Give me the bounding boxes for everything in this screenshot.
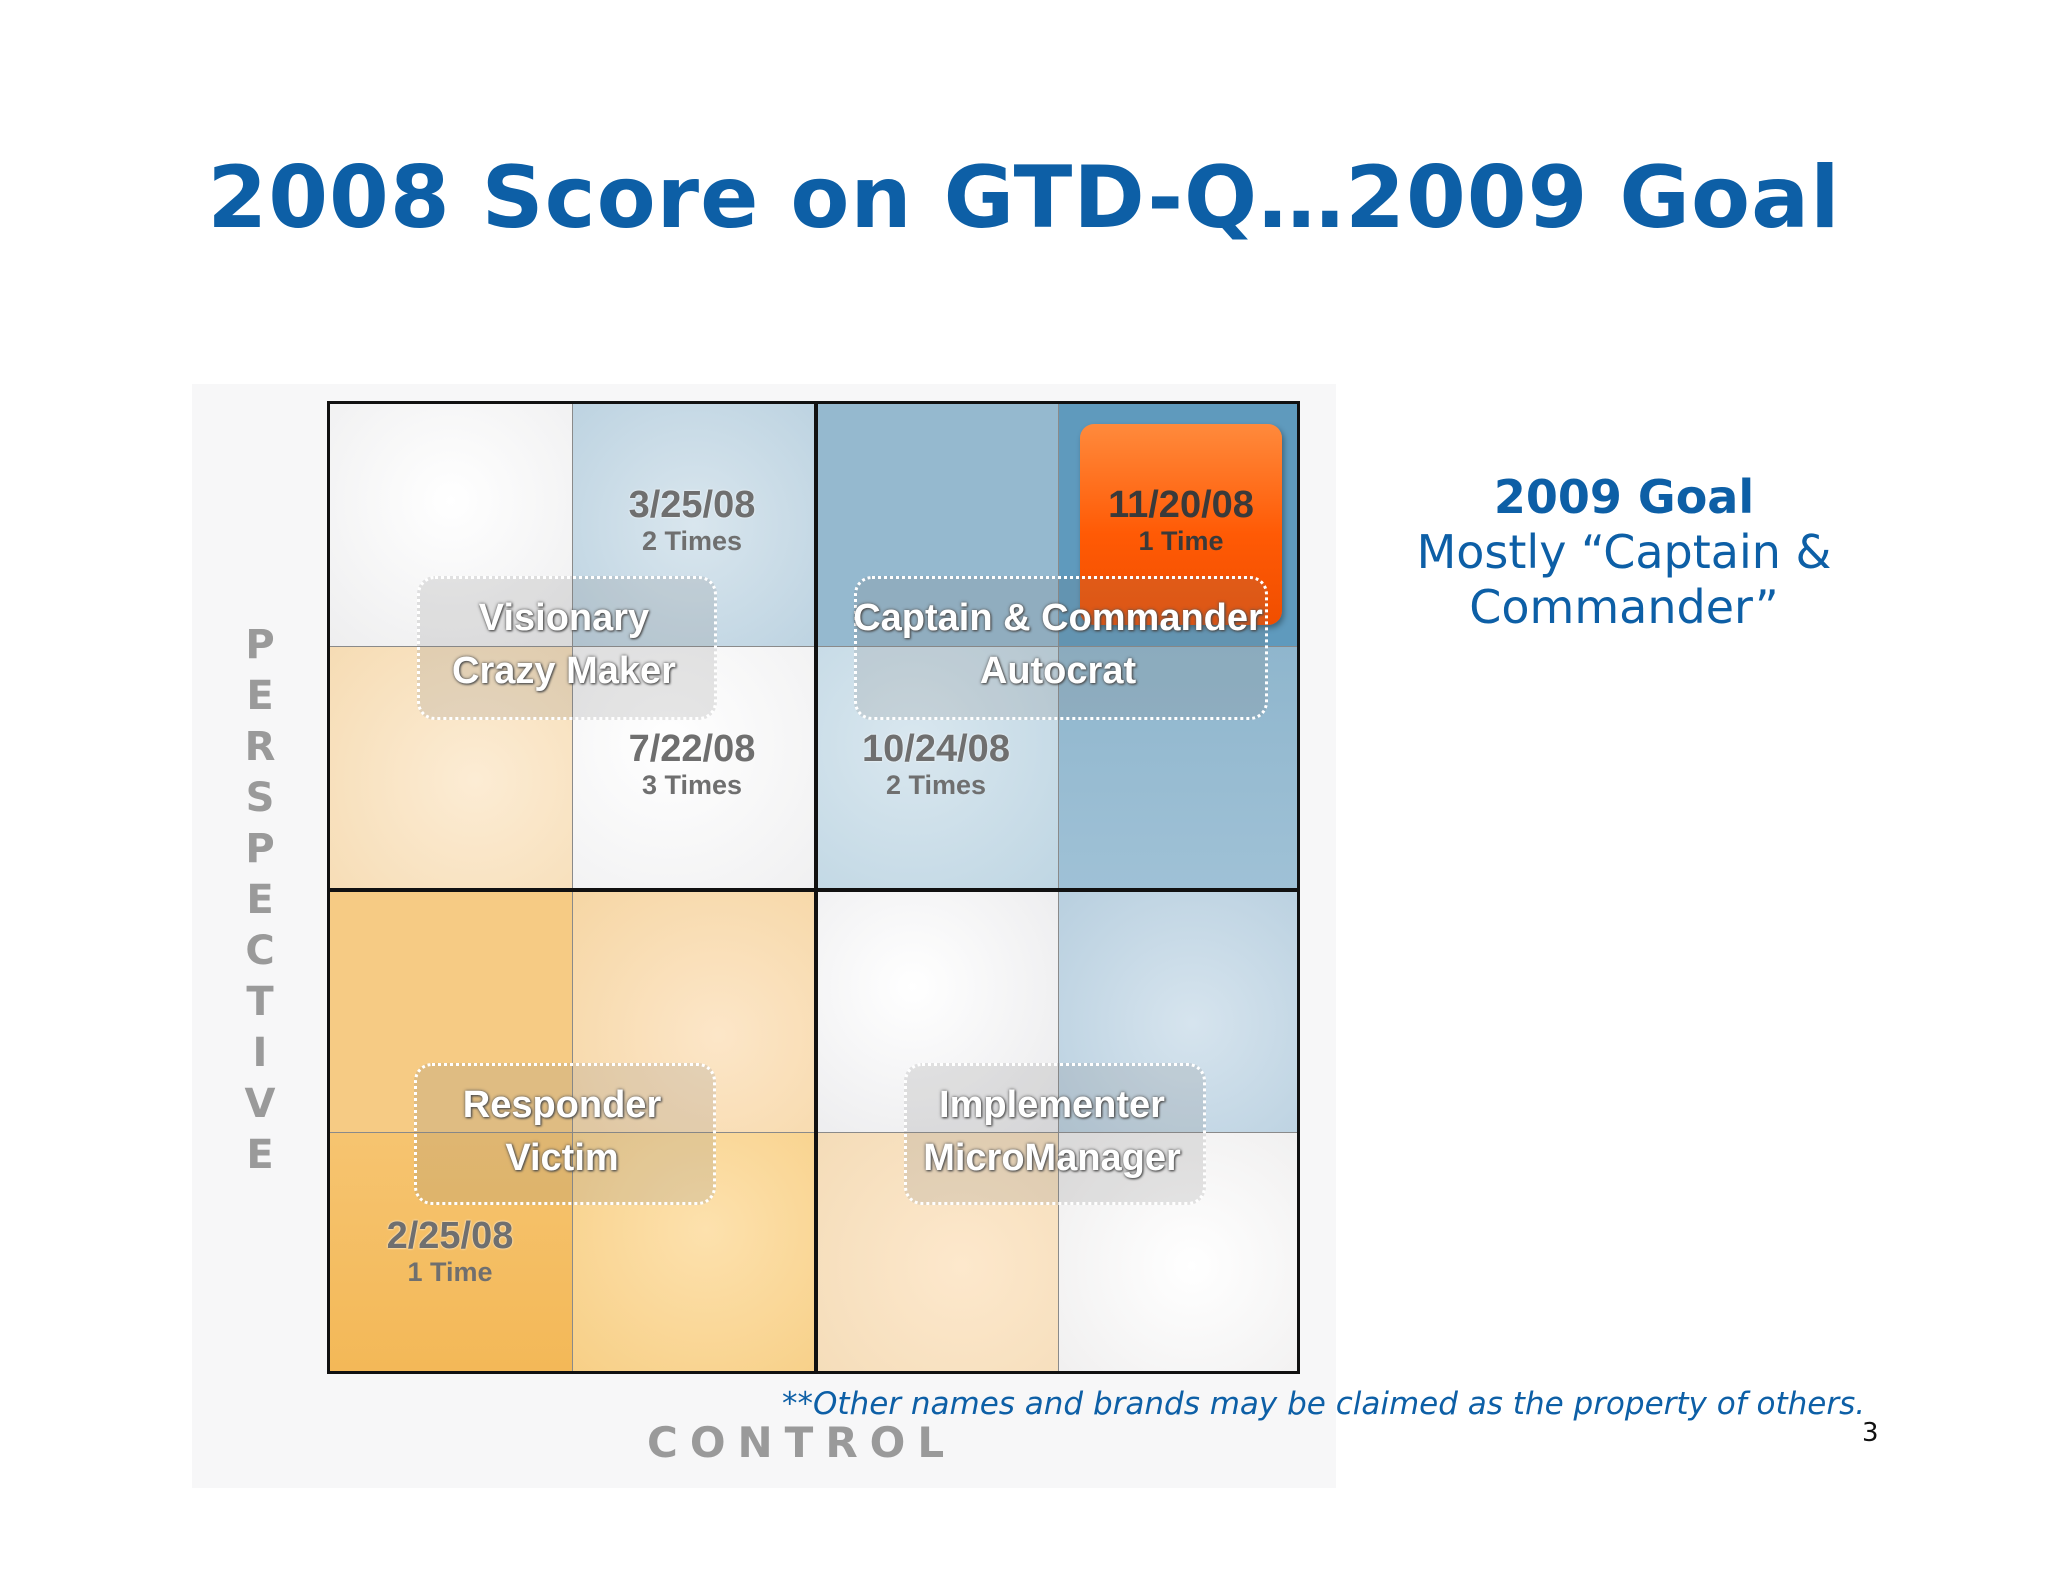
y-axis-letter: E [246, 673, 274, 719]
score-times: 3 Times [641, 770, 743, 800]
goal-title: 2009 Goal [1493, 470, 1755, 524]
y-axis-letter: E [246, 1132, 274, 1178]
score-entry: 10/24/08 2 Times [836, 728, 1036, 800]
grid-cell [1059, 1133, 1297, 1371]
label-box-visionary [417, 576, 717, 720]
y-axis-letter: T [246, 979, 274, 1025]
quadrant-label-line: Responder [462, 1084, 662, 1126]
grid-cell [816, 890, 1059, 1133]
grid-cell [573, 890, 816, 1133]
quadrant-label-captain: Captain & Commander Autocrat [834, 592, 1282, 698]
current-score-highlight [1080, 424, 1282, 625]
y-axis-letter: S [245, 775, 275, 821]
slide-title: 2008 Score on GTD-Q…2009 Goal [207, 148, 1841, 248]
score-entry: 3/25/08 2 Times [592, 484, 792, 556]
quadrant-label-responder: Responder Victim [414, 1079, 710, 1185]
label-box-implementer [904, 1063, 1206, 1205]
goal-line: Mostly “Captain & [1416, 525, 1832, 579]
page-number: 3 [1862, 1418, 1879, 1448]
quadrant-label-line: Crazy Maker [452, 650, 676, 692]
label-box-responder [414, 1063, 716, 1205]
grid-cell [330, 404, 573, 647]
y-axis-letter: I [252, 1030, 268, 1076]
quadrant-label-line: Implementer [939, 1084, 1165, 1126]
y-axis-letter: P [245, 622, 275, 668]
quadrant-label-line: Visionary [478, 597, 650, 639]
horizontal-divider [330, 888, 1297, 892]
score-times: 2 Times [641, 526, 743, 556]
grid-cell [1059, 890, 1297, 1133]
y-axis-letter: P [245, 826, 275, 872]
score-entry: 11/20/08 1 Time [1081, 484, 1281, 556]
score-entry: 7/22/08 3 Times [592, 728, 792, 800]
score-date: 10/24/08 [862, 728, 1010, 770]
y-axis-letter: C [245, 928, 275, 974]
y-axis-letter: R [244, 724, 276, 770]
score-date: 11/20/08 [1108, 484, 1254, 526]
quadrant-label-visionary: Visionary Crazy Maker [417, 592, 711, 698]
score-times: 1 Time [407, 1257, 493, 1287]
score-entry: 2/25/08 1 Time [350, 1215, 550, 1287]
grid-cell [330, 890, 573, 1133]
y-axis-letter: V [244, 1081, 276, 1127]
label-box-captain [854, 576, 1268, 720]
y-axis-letter: E [246, 877, 274, 923]
quadrant-label-line: Captain & Commander [853, 597, 1263, 639]
footnote: **Other names and brands may be claimed … [782, 1386, 1866, 1422]
grid-cell [330, 647, 573, 890]
score-date: 7/22/08 [628, 728, 756, 770]
score-times: 2 Times [885, 770, 987, 800]
quadrant-label-line: MicroManager [923, 1137, 1181, 1179]
grid-cell [816, 1133, 1059, 1371]
goal-line: Commander” [1469, 580, 1779, 634]
quadrant-label-line: Autocrat [979, 650, 1137, 692]
score-times: 1 Time [1138, 526, 1224, 556]
goal-callout: 2009 Goal Mostly “Captain & Commander” [1370, 470, 1878, 635]
quadrant-label-line: Victim [505, 1137, 619, 1179]
vertical-divider [814, 404, 818, 1371]
score-date: 2/25/08 [386, 1215, 514, 1257]
x-axis-label: CONTROL [647, 1418, 957, 1467]
grid-cell [1059, 647, 1297, 890]
score-date: 3/25/08 [628, 484, 756, 526]
grid-cell [573, 647, 816, 890]
quadrant-label-implementer: Implementer MicroManager [884, 1079, 1220, 1185]
grid-cell [573, 1133, 816, 1371]
grid-cell [330, 1133, 573, 1371]
